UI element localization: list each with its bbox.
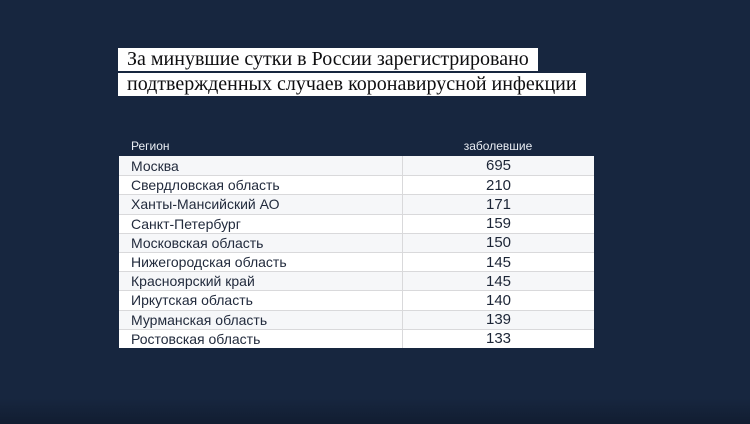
regions-table: Москва 695 Свердловская область 210 Хант… xyxy=(119,156,594,348)
table-row: Санкт-Петербург 159 xyxy=(119,213,594,233)
region-name: Мурманская область xyxy=(131,311,268,328)
cases-count: 695 xyxy=(402,156,594,176)
cases-count: 171 xyxy=(402,195,594,214)
region-name: Свердловская область xyxy=(131,177,280,194)
cases-count: 159 xyxy=(402,214,594,233)
table-row: Нижегородская область 145 xyxy=(119,251,594,272)
table-column-headers: Регион заболевшие xyxy=(119,139,594,153)
table-row: Московская область 150 xyxy=(119,232,594,252)
region-name: Красноярский край xyxy=(131,273,255,290)
region-name: Москва xyxy=(131,157,179,174)
table-row: Красноярский край 145 xyxy=(119,271,594,291)
region-name: Нижегородская область xyxy=(131,254,287,271)
table-row: Мурманская область 139 xyxy=(119,309,594,329)
cases-count: 145 xyxy=(402,252,594,272)
table-row: Ростовская область 133 xyxy=(119,328,594,348)
region-name: Иркутская область xyxy=(131,292,253,309)
region-name: Ростовская область xyxy=(131,330,261,347)
cases-count: 133 xyxy=(402,329,594,348)
table-row: Москва 695 xyxy=(119,156,594,176)
headline-line-2: подтвержденных случаев коронавирусной ин… xyxy=(118,73,586,96)
region-name: Ханты-Мансийский АО xyxy=(131,196,280,213)
cases-count: 139 xyxy=(402,310,594,329)
table-row: Свердловская область 210 xyxy=(119,175,594,195)
cases-count: 210 xyxy=(402,176,594,195)
cases-count: 150 xyxy=(402,233,594,252)
cases-count: 145 xyxy=(402,272,594,291)
table-row: Иркутская область 140 xyxy=(119,290,594,310)
table-row: Ханты-Мансийский АО 171 xyxy=(119,194,594,214)
region-name: Московская область xyxy=(131,234,264,251)
headline: За минувшие сутки в России зарегистриров… xyxy=(118,48,586,98)
cases-count: 140 xyxy=(402,291,594,310)
column-header-region: Регион xyxy=(131,139,170,153)
region-name: Санкт-Петербург xyxy=(131,215,241,232)
column-header-cases: заболевшие xyxy=(463,139,533,153)
headline-line-1: За минувшие сутки в России зарегистриров… xyxy=(118,48,538,71)
